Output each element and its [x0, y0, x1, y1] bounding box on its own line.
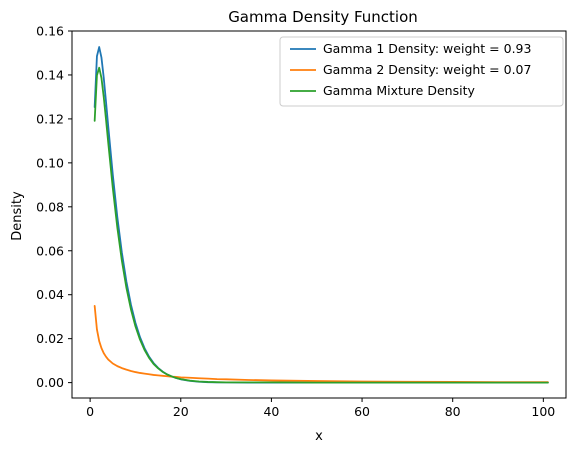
legend-label-mixture: Gamma Mixture Density	[323, 83, 475, 98]
x-tick-label: 20	[173, 404, 189, 419]
x-tick-label: 0	[86, 404, 94, 419]
y-tick-label: 0.08	[36, 199, 64, 214]
x-axis-ticks: 0 20 40 60 80 100	[86, 398, 555, 419]
y-tick-label: 0.10	[36, 155, 64, 170]
x-tick-label: 60	[354, 404, 370, 419]
legend-label-gamma-2: Gamma 2 Density: weight = 0.07	[323, 62, 531, 77]
series-line-2	[93, 305, 549, 384]
x-tick-label: 40	[263, 404, 279, 419]
x-tick-label: 100	[531, 404, 555, 419]
axes	[71, 30, 567, 399]
y-tick-label: 0.06	[36, 243, 64, 258]
x-tick-label: 80	[445, 404, 461, 419]
y-tick-label: 0.12	[36, 111, 64, 126]
y-tick-label: 0.02	[36, 331, 64, 346]
x-axis-title: x	[315, 429, 323, 444]
series-line-3	[93, 66, 549, 384]
y-tick-label: 0.00	[36, 375, 64, 390]
legend-frame	[279, 36, 564, 107]
y-tick-label: 0.04	[36, 287, 64, 302]
y-axis-ticks: 0.00 0.02 0.04 0.06 0.08 0.10 0.12 0.14 0.16	[36, 24, 72, 390]
y-axis-title: Density	[10, 191, 25, 241]
y-tick-label: 0.16	[36, 24, 64, 39]
plot-lines	[93, 46, 549, 384]
chart-title: Gamma Density Function	[228, 8, 418, 26]
legend: Gamma 1 Density: weight = 0.93 Gamma 2 D…	[279, 36, 564, 107]
plot-frame	[71, 30, 567, 399]
legend-label-gamma-1: Gamma 1 Density: weight = 0.93	[323, 41, 531, 56]
y-tick-label: 0.14	[36, 67, 64, 82]
